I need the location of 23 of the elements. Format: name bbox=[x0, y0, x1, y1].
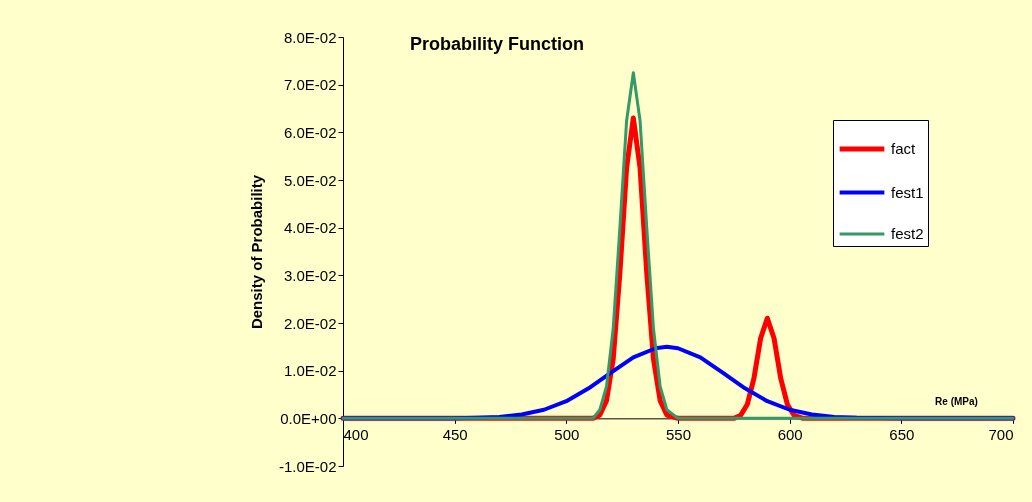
y-tick-label: 7.0E-02 bbox=[283, 76, 337, 94]
chart-title: Probability Function bbox=[410, 34, 584, 54]
y-tick-label: 2.0E-02 bbox=[283, 314, 337, 332]
x-tick-label: 550 bbox=[665, 425, 692, 443]
y-tick-label: 0.0E+00 bbox=[280, 409, 337, 427]
y-tick-label: 4.0E-02 bbox=[283, 219, 337, 237]
y-tick-label: 3.0E-02 bbox=[283, 266, 337, 284]
x-tick-label: 700 bbox=[988, 425, 1014, 443]
x-tick-label: 500 bbox=[554, 425, 580, 443]
legend-label: fest2 bbox=[891, 225, 924, 242]
x-tick-label: 600 bbox=[777, 425, 803, 443]
legend-label: fact bbox=[891, 140, 917, 157]
x-tick-label: 450 bbox=[442, 425, 468, 443]
y-tick-label: 1.0E-02 bbox=[283, 362, 337, 380]
y-tick-label: 8.0E-02 bbox=[283, 28, 337, 46]
x-axis-title: Re (MPa) bbox=[935, 395, 978, 407]
x-tick-label: 650 bbox=[889, 425, 915, 443]
y-tick-label: 6.0E-02 bbox=[283, 123, 337, 141]
y-axis-title: Density of Probability bbox=[247, 174, 265, 330]
legend-label: fest1 bbox=[891, 183, 924, 201]
x-tick-label: 400 bbox=[343, 425, 369, 443]
y-tick-label: -1.0E-02 bbox=[278, 457, 337, 475]
y-tick-label: 5.0E-02 bbox=[283, 171, 337, 189]
